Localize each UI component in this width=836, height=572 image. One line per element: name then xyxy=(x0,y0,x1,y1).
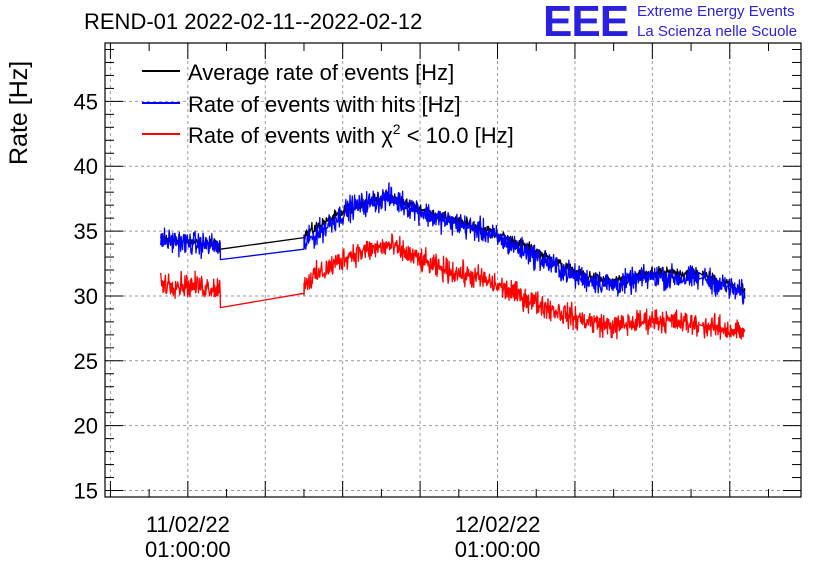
y-tick-label: 15 xyxy=(74,479,98,504)
series-line-1 xyxy=(160,182,746,305)
y-tick-label: 25 xyxy=(74,349,98,374)
legend: Average rate of events [Hz] Rate of even… xyxy=(142,60,514,148)
x-tick-label-date: 12/02/22 xyxy=(455,512,541,537)
series-line-2 xyxy=(160,233,746,340)
legend-label-average: Average rate of events [Hz] xyxy=(188,60,454,85)
y-tick-label: 35 xyxy=(74,219,98,244)
y-tick-label: 20 xyxy=(74,414,98,439)
legend-chi2-suffix: < 10.0 [Hz] xyxy=(401,123,514,148)
y-tick-label: 45 xyxy=(74,89,98,114)
x-tick-label-date: 11/02/22 xyxy=(146,512,230,537)
eee-logo-line2: La Scienza nelle Scuole xyxy=(637,23,798,40)
legend-chi-symbol: χ xyxy=(381,123,393,148)
eee-logo-mark: EEE xyxy=(543,0,629,46)
legend-chi2-prefix: Rate of events with xyxy=(188,123,381,148)
chart-title: REND-01 2022-02-11--2022-02-12 xyxy=(84,9,423,34)
legend-label-chi2: Rate of events with χ2 < 10.0 [Hz] xyxy=(188,121,514,148)
legend-label-hits: Rate of events with hits [Hz] xyxy=(188,92,461,117)
series-layer xyxy=(160,182,746,340)
x-tick-label-time: 01:00:00 xyxy=(455,537,541,562)
y-tick-label: 40 xyxy=(74,154,98,179)
legend-chi2-superscript: 2 xyxy=(393,121,401,137)
x-tick-label-time: 01:00:00 xyxy=(145,537,231,562)
y-tick-label: 30 xyxy=(74,284,98,309)
axes: 1520253035404511/02/2201:00:0012/02/2201… xyxy=(74,43,801,562)
eee-logo-line1: Extreme Energy Events xyxy=(637,3,795,20)
